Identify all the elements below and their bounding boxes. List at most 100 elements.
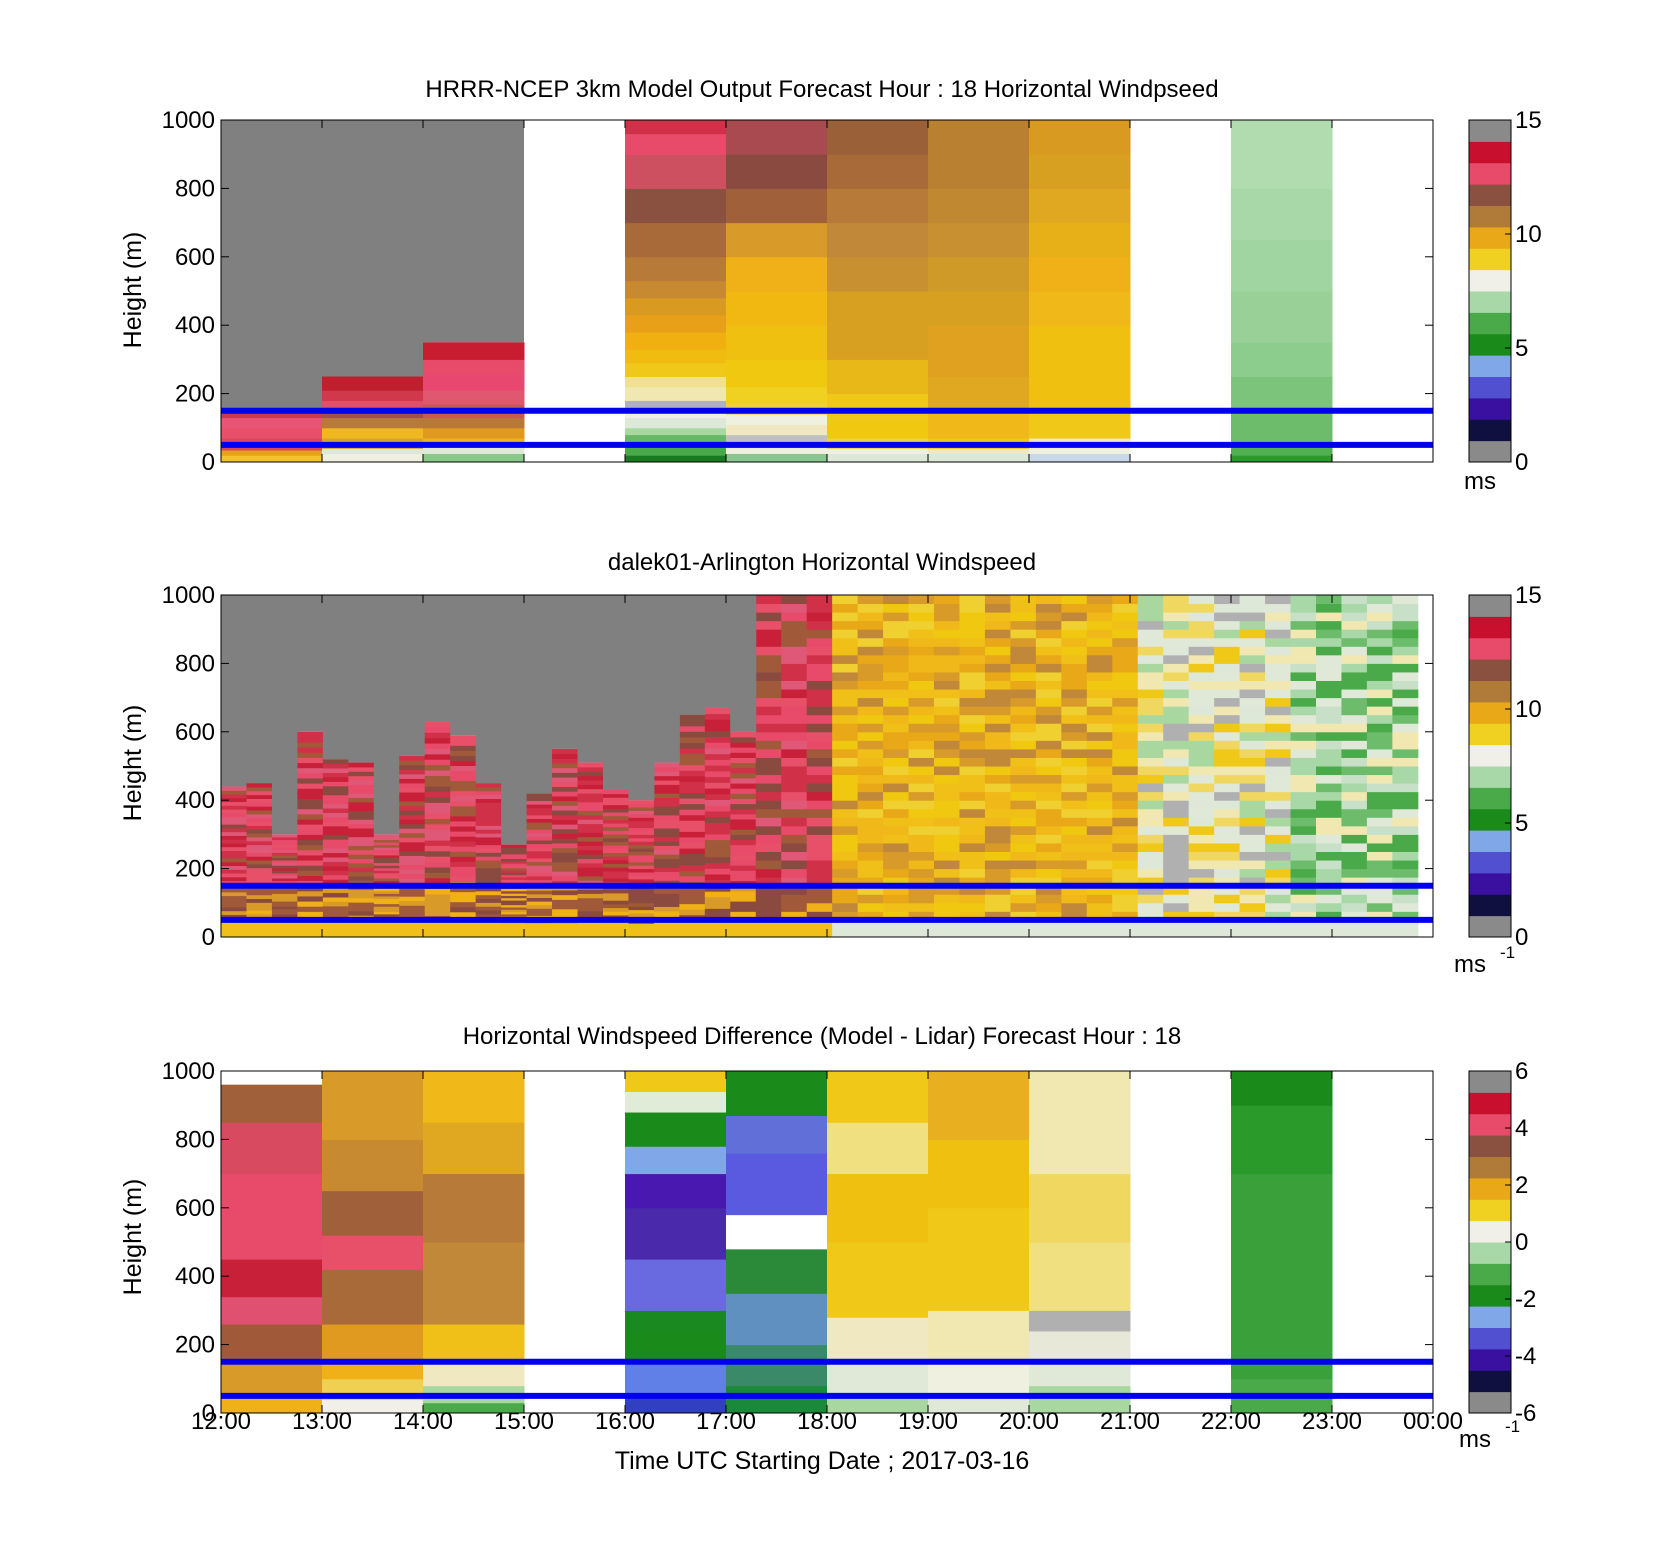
heatmap-cell [322,825,349,831]
heatmap-cell [1239,868,1266,878]
colorbar-swatch [1469,1289,1511,1294]
lidar-ylabel: Height (m) [119,705,147,822]
heatmap-cell [755,612,782,622]
heatmap-cell [322,901,349,907]
heatmap-cell [959,671,986,681]
heatmap-cell [424,813,451,819]
heatmap-cell [1035,928,1062,938]
heatmap-cell [1239,894,1266,904]
colorbar-swatch [1469,436,1511,442]
heatmap-cell [1290,731,1317,741]
heatmap-cell [1163,706,1190,716]
heatmap-cell [1035,629,1062,639]
heatmap-cell [1035,646,1062,656]
heatmap-cell [221,891,247,897]
heatmap-cell [322,870,349,876]
heatmap-cell [908,671,935,681]
heatmap-cell [1392,637,1419,647]
heatmap-cell [806,911,833,921]
heatmap-cell [806,740,833,750]
heatmap-cell [755,928,782,938]
heatmap-cell [1061,620,1088,630]
heatmap-cell [883,620,910,630]
heatmap-cell [1112,714,1139,724]
heatmap-cell [475,886,502,892]
heatmap-cell [322,1190,424,1236]
heatmap-cell [730,870,757,876]
heatmap-cell [297,752,324,758]
heatmap-cell [246,852,273,857]
heatmap-cell [423,453,525,463]
heatmap-cell [1366,697,1393,707]
heatmap-cell [704,919,731,927]
heatmap-cell [424,786,451,793]
heatmap-cell [1341,663,1368,673]
colorbar-swatch [1469,902,1511,908]
heatmap-cell [501,904,528,908]
heatmap-cell [577,889,604,894]
colorbar-swatch [1469,295,1511,301]
heatmap-cell [373,860,400,864]
heatmap-cell [959,774,986,784]
heatmap-cell [1112,800,1139,810]
heatmap-cell [322,1399,424,1414]
heatmap-cell [984,680,1011,690]
heatmap-cell [348,906,375,912]
heatmap-cell [1061,800,1088,810]
heatmap-cell [348,867,375,873]
heatmap-cell [1112,860,1139,870]
heatmap-cell [1086,680,1113,690]
heatmap-cell [1086,851,1113,861]
heatmap-cell [1392,834,1419,844]
heatmap-cell [1341,706,1368,716]
heatmap-cell [908,620,935,630]
heatmap-cell [1239,766,1266,776]
heatmap-cell [271,893,298,897]
colorbar-swatch [1469,744,1511,750]
heatmap-cell [577,897,604,903]
heatmap-cell [984,706,1011,716]
heatmap-cell [806,757,833,767]
heatmap-cell [908,612,935,622]
heatmap-cell [322,905,349,911]
heatmap-cell [908,603,935,613]
heatmap-cell [1341,723,1368,733]
colorbar-swatch [1469,1139,1511,1145]
heatmap-cell [322,799,349,805]
heatmap-cell [552,824,579,830]
heatmap-cell [1010,595,1037,605]
heatmap-cell [857,842,884,852]
heatmap-cell [1214,894,1241,904]
colorbar-tick-label: 5 [1515,810,1528,837]
heatmap-cell [602,815,629,820]
heatmap-cell [501,860,528,864]
heatmap-cell [526,804,553,809]
heatmap-cell [857,671,884,681]
colorbar-swatch [1469,620,1511,626]
heatmap-cell [704,833,731,841]
colorbar-swatch [1469,406,1511,412]
colorbar-swatch [1469,885,1511,891]
heatmap-cell [908,851,935,861]
heatmap-cell [1315,902,1342,912]
heatmap-cell [221,873,247,878]
heatmap-cell [526,854,553,859]
missing-data-region [450,595,477,736]
colorbar-swatch [1469,162,1511,168]
heatmap-cell [730,854,757,861]
heatmap-cell [857,748,884,758]
heatmap-cell [1010,783,1037,793]
heatmap-cell [424,888,451,895]
heatmap-cell [1137,723,1164,733]
heatmap-cell [781,928,808,938]
heatmap-cell [628,923,655,928]
heatmap-cell [297,911,324,917]
heatmap-cell [857,723,884,733]
heatmap-cell [1231,455,1333,463]
heatmap-cell [704,753,731,760]
heatmap-cell [857,731,884,741]
heatmap-cell [246,894,273,900]
heatmap-cell [781,791,808,801]
heatmap-cell [755,877,782,887]
